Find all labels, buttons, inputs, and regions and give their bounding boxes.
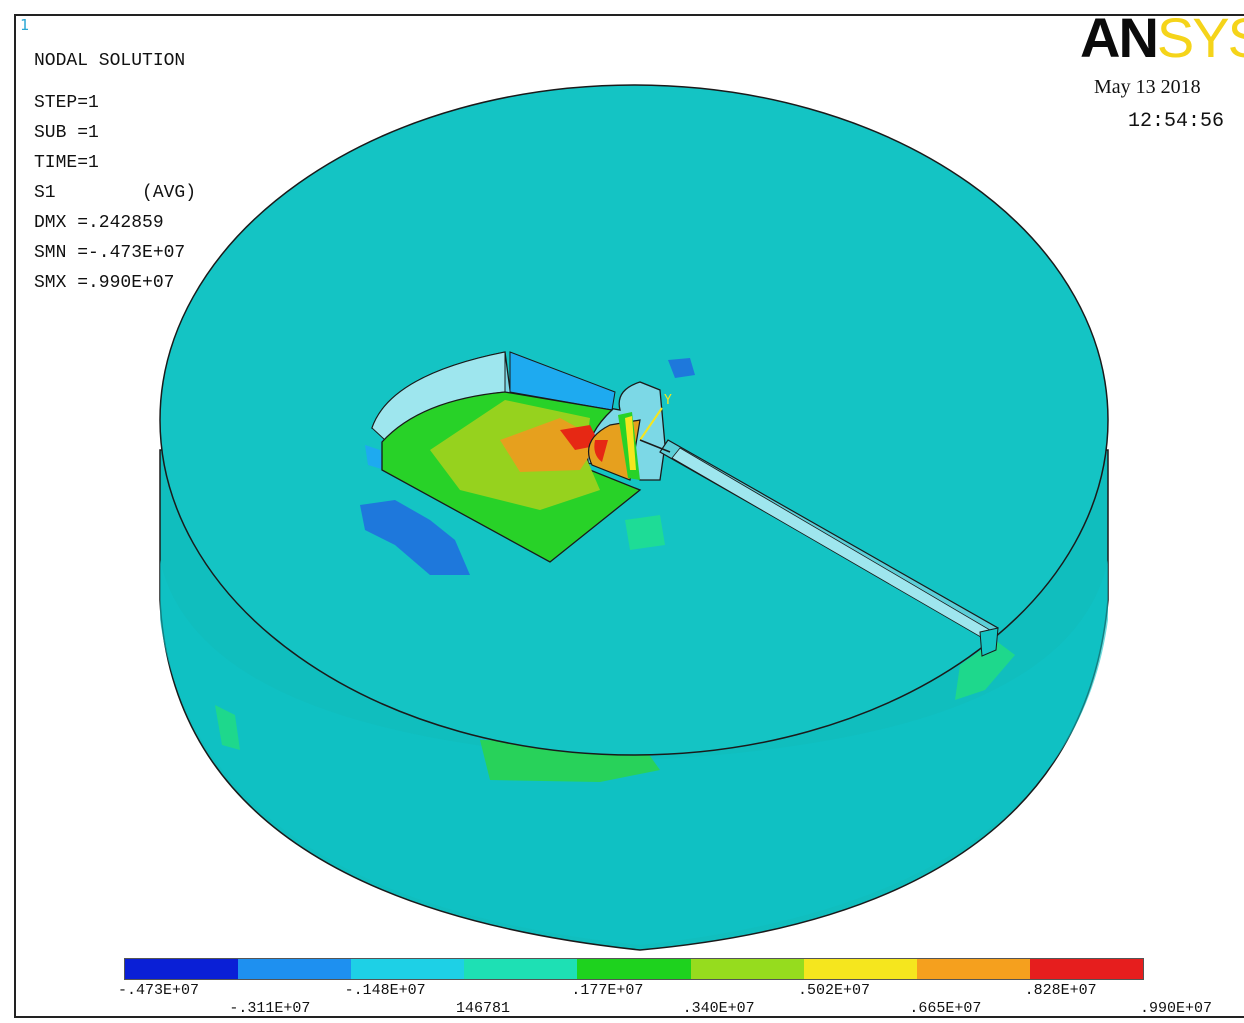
notch-yellow <box>625 416 636 470</box>
info-smn: SMN =-.473E+07 <box>34 243 186 263</box>
cylinder-side-shade <box>160 560 1108 945</box>
logo-an: AN <box>1080 6 1159 69</box>
top-patch-blue-2 <box>365 445 385 470</box>
logo-sys: SYS <box>1156 6 1244 69</box>
legend-label-bottom: .665E+07 <box>909 1000 982 1017</box>
legend-label-bottom: .990E+07 <box>1140 1000 1213 1017</box>
notch-red <box>594 440 608 462</box>
legend-swatch <box>803 959 917 979</box>
solution-info: NODAL SOLUTION STEP=1 SUB =1 TIME=1 S1 (… <box>34 46 196 298</box>
viewport-frame <box>14 14 1244 1018</box>
time-stamp: 12:54:56 <box>1128 110 1225 133</box>
legend-label-top: .177E+07 <box>571 982 644 999</box>
side-patch-right <box>955 640 1015 700</box>
info-time: TIME=1 <box>34 153 99 173</box>
legend-swatch <box>690 959 804 979</box>
legend-label-top: .502E+07 <box>798 982 871 999</box>
legend-swatch <box>238 959 352 979</box>
legend-swatch <box>1029 959 1143 979</box>
info-s1: S1 (AVG) <box>34 183 197 203</box>
top-patch-blue-1 <box>360 500 470 575</box>
legend-label-top: .828E+07 <box>1024 982 1097 999</box>
date-stamp: May 13 2018 <box>1094 76 1201 98</box>
legend-label-bottom: 146781 <box>456 1000 511 1017</box>
triad-y-axis <box>639 407 663 441</box>
side-patch-left <box>215 705 240 750</box>
slot-end <box>979 627 999 657</box>
info-step: STEP=1 <box>34 93 99 113</box>
legend-label-bottom: -.311E+07 <box>229 1000 311 1017</box>
info-sub: SUB =1 <box>34 123 99 143</box>
color-legend-bar <box>124 958 1144 980</box>
legend-label-top: -.473E+07 <box>118 982 200 999</box>
legend-label-top: -.148E+07 <box>344 982 426 999</box>
triad-y-label: Y <box>664 393 672 408</box>
legend-swatch <box>916 959 1030 979</box>
info-title: NODAL SOLUTION <box>34 51 186 71</box>
legend-swatch <box>464 959 578 979</box>
window-number: 1 <box>20 16 30 34</box>
info-dmx: DMX =.242859 <box>34 213 164 233</box>
legend-label-bottom: .340E+07 <box>682 1000 755 1017</box>
top-patch-green-1 <box>625 515 665 550</box>
legend-swatch <box>351 959 465 979</box>
legend-swatch <box>577 959 691 979</box>
info-smx: SMX =.990E+07 <box>34 273 175 293</box>
legend-swatch <box>125 959 239 979</box>
top-patch-blue-3 <box>668 358 695 378</box>
ansys-logo: ANSYS <box>1080 8 1244 68</box>
triad-x-axis <box>639 439 671 453</box>
